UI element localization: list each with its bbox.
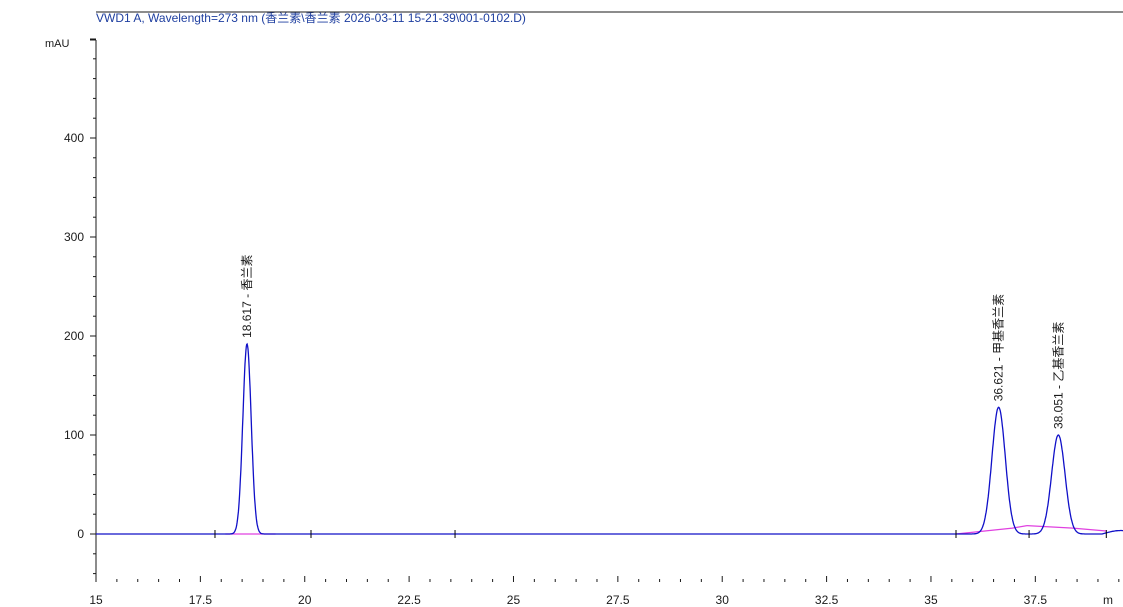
x-tick-label: 30: [716, 593, 730, 607]
x-tick-label: 17.5: [189, 593, 213, 607]
x-tick-label: 37.5: [1024, 593, 1048, 607]
y-tick-label: 200: [64, 329, 84, 343]
y-tick-label: 300: [64, 230, 84, 244]
integration-baseline: [955, 525, 1028, 535]
axes: 0 100 200 300 400 15 17.5 20 22.5 25 27.5 30 32.5 35 3…: [64, 11, 1123, 607]
x-tick-label: 20: [298, 593, 312, 607]
y-axis-unit-label: mAU: [45, 38, 70, 50]
peak-label: 38.051 - 乙基香兰素: [1051, 322, 1065, 429]
y-tick-label: 100: [64, 428, 84, 442]
signal-trace: [96, 342, 1123, 535]
y-tick-label: 400: [64, 131, 84, 145]
x-tick-label: 15: [89, 593, 103, 607]
peak-label: 36.621 - 甲基香兰素: [992, 294, 1006, 401]
integration-baseline: [1026, 525, 1107, 532]
x-tick-label: 25: [507, 593, 521, 607]
x-tick-label: 22.5: [397, 593, 421, 607]
y-tick-label: 0: [77, 527, 84, 541]
peak-label: 18.617 - 香兰素: [240, 255, 254, 338]
plot-area: 18.617 - 香兰素 36.621 - 甲基香兰素 38.051 - 乙基香兰素: [96, 255, 1123, 538]
x-tick-label: 35: [924, 593, 938, 607]
x-axis-unit-label: m: [1103, 593, 1113, 607]
x-tick-label: 27.5: [606, 593, 630, 607]
x-tick-label: 32.5: [815, 593, 839, 607]
chart-title: VWD1 A, Wavelength=273 nm (香兰素\香兰素 2026-…: [96, 11, 526, 25]
